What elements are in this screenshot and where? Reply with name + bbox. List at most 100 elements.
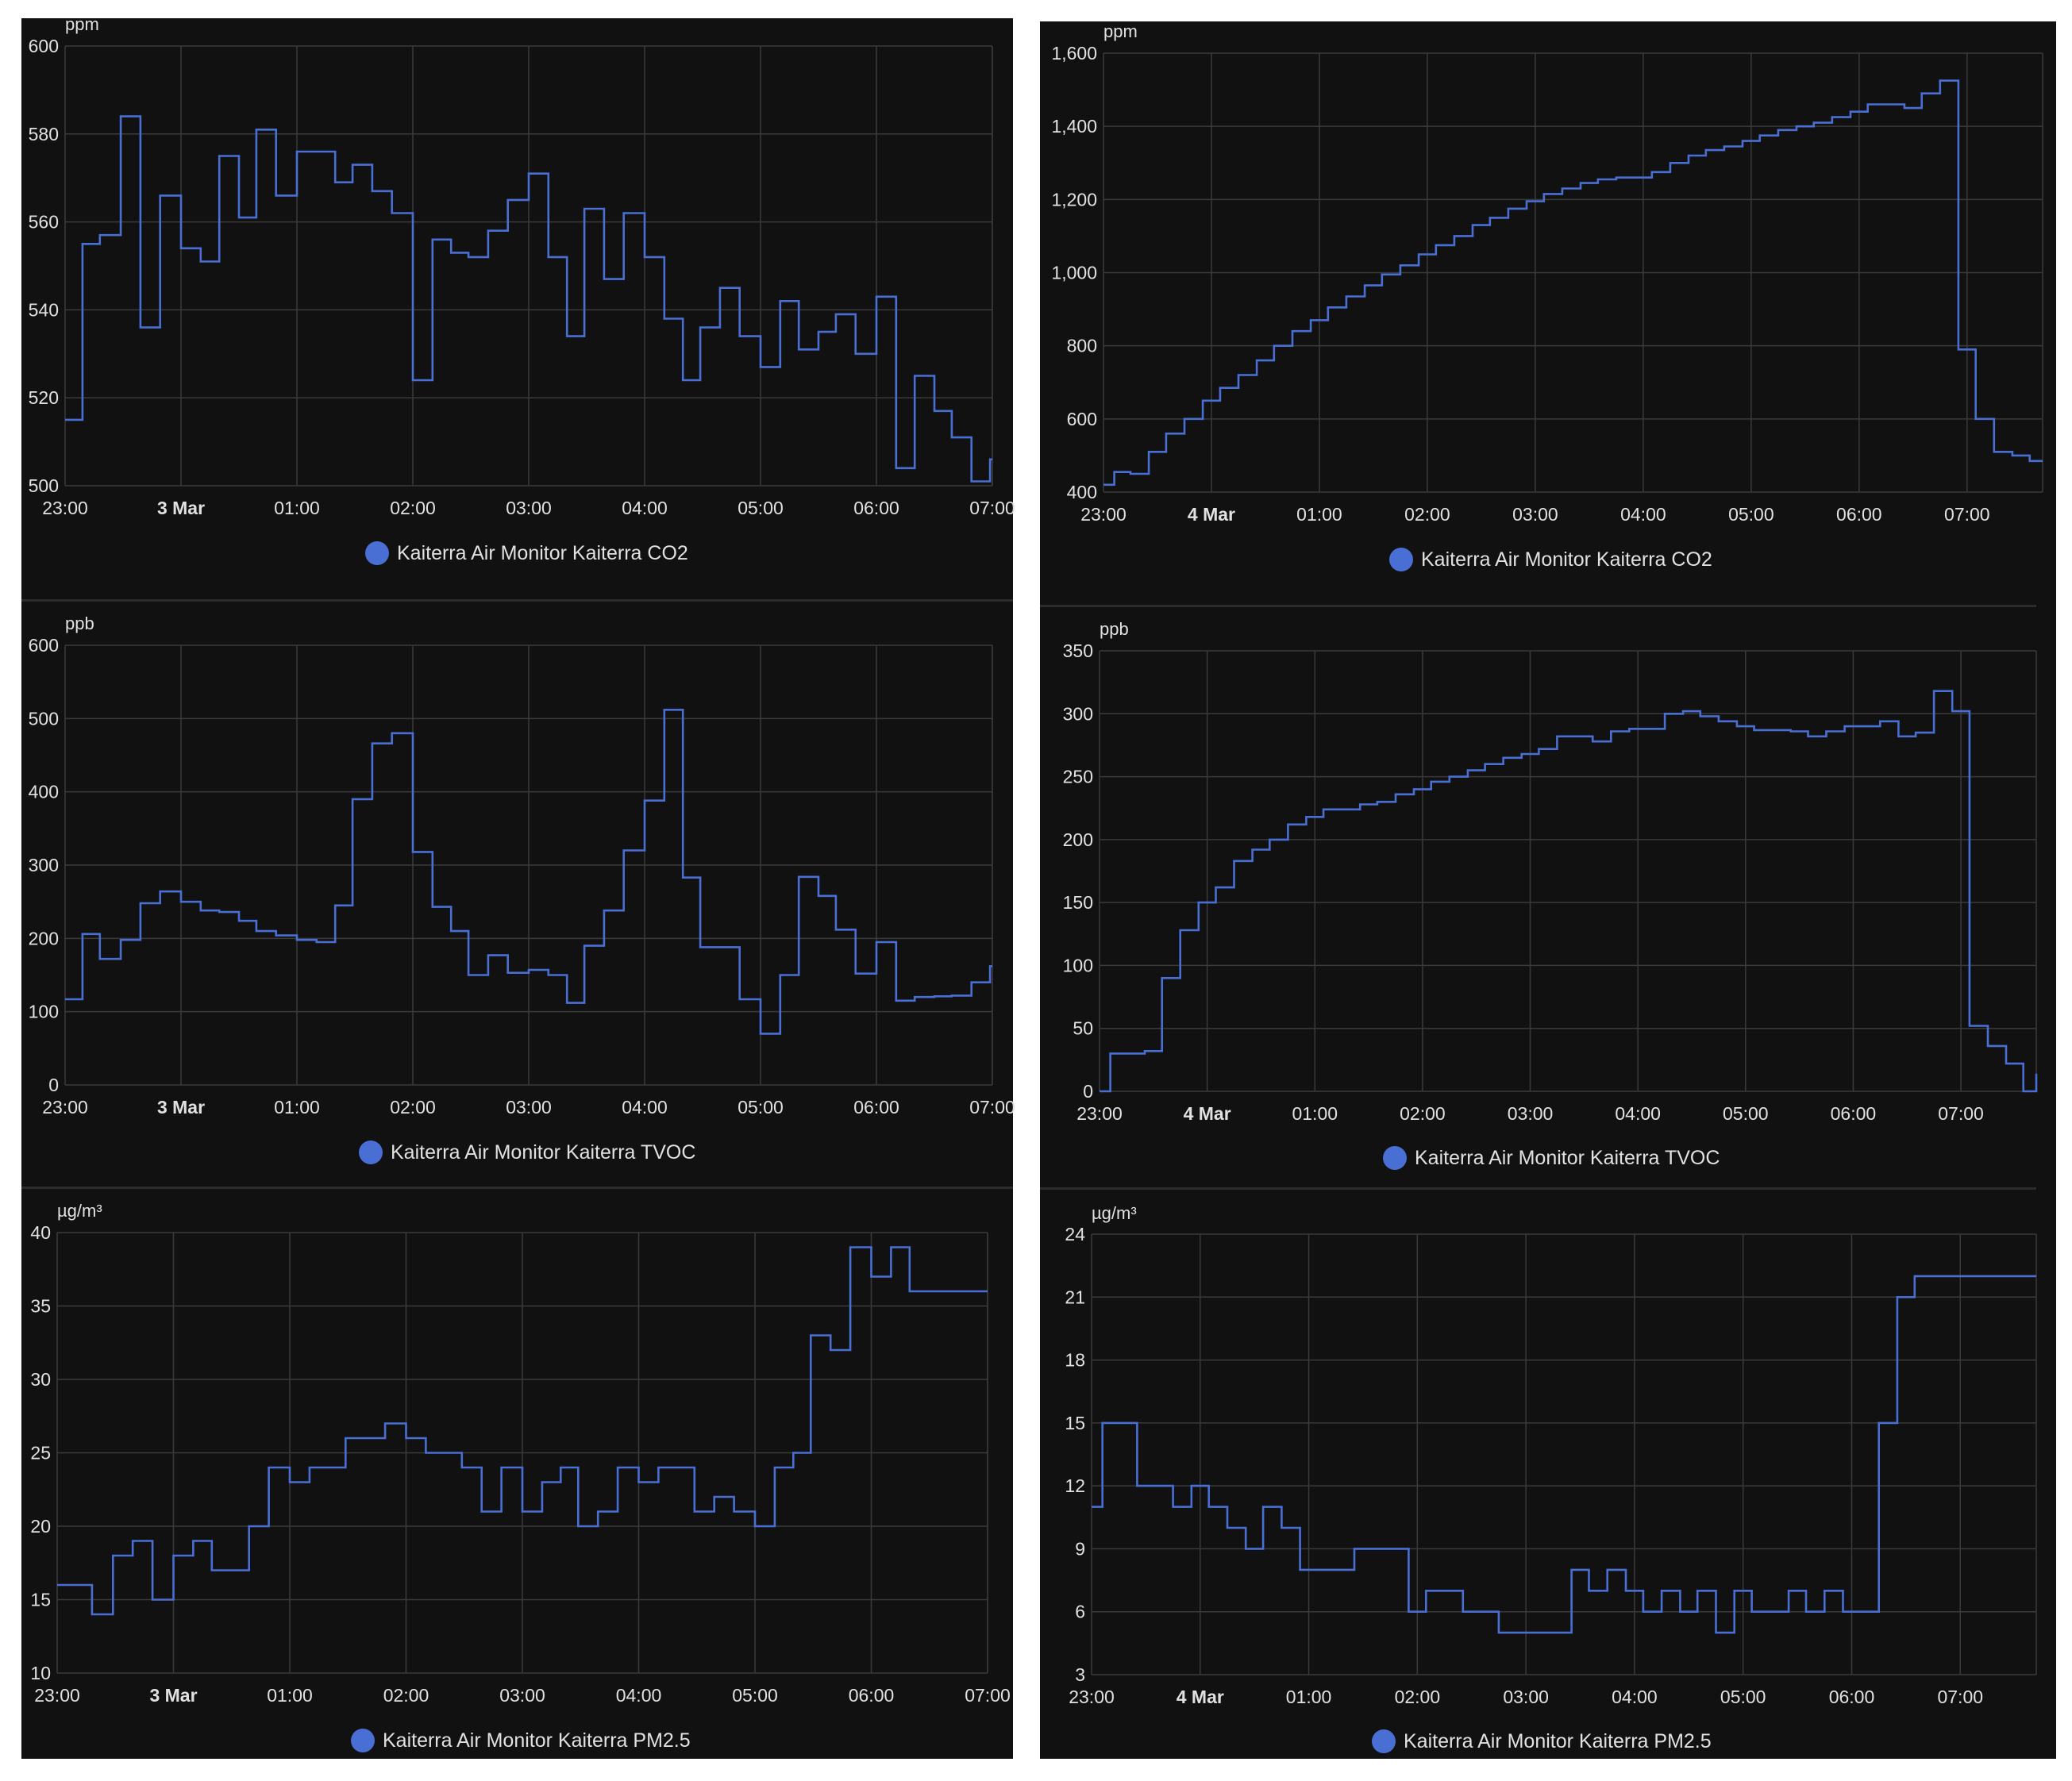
right-co2-y-tick-label: 400 <box>1067 482 1097 502</box>
left-co2-x-tick-label: 04:00 <box>622 498 668 518</box>
right-pm25-x-tick-label: 4 Mar <box>1177 1687 1224 1707</box>
left-co2-x-tick-label: 03:00 <box>506 498 552 518</box>
right-tvoc-x-tick-label: 07:00 <box>1938 1103 1984 1124</box>
left-tvoc-chart: 0 100 200 300 400 500 600 23:00 3 Mar 01:00 02:00 0… <box>29 614 1015 1117</box>
right-tvoc-x-tick-label: 06:00 <box>1831 1103 1877 1124</box>
right-co2-y-tick-label: 1,000 <box>1051 263 1097 283</box>
left-co2-x-tick-label: 3 Mar <box>157 498 205 518</box>
left-pm25-y-tick-label: 20 <box>30 1516 51 1537</box>
right-tvoc-y-tick-label: 50 <box>1073 1018 1093 1039</box>
left-co2-x-tick-label: 05:00 <box>738 498 784 518</box>
left-tvoc-x-tick-label: 06:00 <box>853 1097 899 1117</box>
left-tvoc-y-tick-label: 300 <box>29 855 59 875</box>
left-pm25-x-tick-label: 23:00 <box>34 1685 80 1706</box>
right-pm25-x-tick-label: 03:00 <box>1503 1687 1549 1707</box>
right-pm25-y-tick-label: 6 <box>1075 1602 1085 1622</box>
left-co2-x-tick-label: 23:00 <box>42 498 88 518</box>
right-co2-x-tick-label: 04:00 <box>1620 504 1666 525</box>
legend-dot-icon <box>1383 1146 1407 1170</box>
right-tvoc-x-tick-label: 01:00 <box>1292 1103 1338 1124</box>
right-divider-2 <box>1040 1187 2036 1190</box>
right-co2-x-tick-label: 06:00 <box>1836 504 1882 525</box>
right-co2-chart: 400 600 800 1,000 1,200 1,400 1,600 23:00 4 Mar 0… <box>1051 21 2043 525</box>
left-co2-x-tick-label: 07:00 <box>969 498 1015 518</box>
left-divider-1 <box>21 599 1013 602</box>
right-pm25-y-tick-label: 18 <box>1065 1350 1085 1371</box>
legend-dot-icon <box>359 1141 383 1164</box>
legend-label: Kaiterra Air Monitor Kaiterra PM2.5 <box>383 1729 691 1752</box>
right-co2-x-tick-label: 02:00 <box>1404 504 1450 525</box>
left-pm25-x-tick-label: 02:00 <box>383 1685 429 1706</box>
left-co2-x-tick-label: 01:00 <box>274 498 320 518</box>
left-co2-unit-label: ppm <box>65 14 99 34</box>
left-charts-card <box>21 18 1013 1759</box>
left-tvoc-x-tick-label: 04:00 <box>622 1097 668 1117</box>
right-tvoc-legend-item[interactable]: Kaiterra Air Monitor Kaiterra TVOC <box>1383 1146 1720 1170</box>
left-co2-y-tick-label: 540 <box>29 299 59 320</box>
left-tvoc-y-tick-label: 600 <box>29 635 59 656</box>
right-tvoc-y-tick-label: 250 <box>1063 767 1093 787</box>
left-tvoc-series-line <box>65 709 992 1035</box>
legend-label: Kaiterra Air Monitor Kaiterra TVOC <box>1415 1146 1720 1169</box>
left-co2-y-tick-label: 600 <box>29 36 59 56</box>
right-tvoc-chart: 0 50 100 150 200 250 300 350 23:00 4 Mar 01:00 02:0… <box>1063 619 2038 1124</box>
left-pm25-legend-item[interactable]: Kaiterra Air Monitor Kaiterra PM2.5 <box>351 1729 691 1752</box>
left-co2-x-tick-label: 06:00 <box>853 498 899 518</box>
left-co2-chart: 500 520 540 560 580 600 23:00 3 Mar 01:00 02:00 03… <box>29 14 1015 518</box>
left-pm25-x-tick-label: 3 Mar <box>149 1685 197 1706</box>
left-divider-2 <box>21 1187 1013 1189</box>
right-divider-1 <box>1040 605 2036 607</box>
right-co2-y-tick-label: 1,200 <box>1051 189 1097 210</box>
right-tvoc-y-tick-label: 100 <box>1063 955 1093 975</box>
right-pm25-x-tick-label: 06:00 <box>1829 1687 1875 1707</box>
right-tvoc-x-tick-label: 04:00 <box>1615 1103 1661 1124</box>
left-pm25-y-tick-label: 40 <box>30 1222 51 1243</box>
right-pm25-x-tick-label: 02:00 <box>1395 1687 1441 1707</box>
right-pm25-y-tick-label: 15 <box>1065 1413 1085 1433</box>
legend-dot-icon <box>365 541 389 565</box>
left-tvoc-x-tick-label: 05:00 <box>738 1097 784 1117</box>
right-co2-legend-item[interactable]: Kaiterra Air Monitor Kaiterra CO2 <box>1389 548 1712 571</box>
left-tvoc-x-tick-label: 3 Mar <box>157 1097 205 1117</box>
left-tvoc-x-tick-label: 03:00 <box>506 1097 552 1117</box>
left-pm25-x-tick-label: 01:00 <box>267 1685 313 1706</box>
left-co2-y-tick-label: 580 <box>29 124 59 144</box>
left-tvoc-unit-label: ppb <box>65 614 94 633</box>
right-co2-y-tick-label: 1,400 <box>1051 116 1097 137</box>
right-tvoc-y-tick-label: 0 <box>1083 1081 1093 1102</box>
left-pm25-series-line <box>57 1246 988 1616</box>
right-co2-x-tick-label: 4 Mar <box>1188 504 1235 525</box>
left-tvoc-y-tick-label: 100 <box>29 1002 59 1022</box>
left-pm25-x-tick-label: 06:00 <box>849 1685 895 1706</box>
left-co2-series-line <box>65 115 992 483</box>
left-tvoc-x-tick-label: 01:00 <box>274 1097 320 1117</box>
left-pm25-y-tick-label: 15 <box>30 1590 51 1610</box>
right-pm25-y-tick-label: 24 <box>1065 1224 1085 1244</box>
left-pm25-chart: 10 15 20 25 30 35 40 23:00 3 Mar 01:00 02:00 03:00 0… <box>30 1201 1010 1706</box>
left-co2-legend-item[interactable]: Kaiterra Air Monitor Kaiterra CO2 <box>365 541 688 565</box>
right-tvoc-x-tick-label: 02:00 <box>1400 1103 1446 1124</box>
left-tvoc-legend-item[interactable]: Kaiterra Air Monitor Kaiterra TVOC <box>359 1141 695 1164</box>
right-pm25-x-tick-label: 05:00 <box>1720 1687 1766 1707</box>
legend-dot-icon <box>351 1729 375 1752</box>
left-tvoc-x-tick-label: 23:00 <box>42 1097 88 1117</box>
left-pm25-x-tick-label: 03:00 <box>499 1685 545 1706</box>
right-co2-x-tick-label: 03:00 <box>1512 504 1558 525</box>
right-co2-series-line <box>1103 79 2043 487</box>
right-co2-x-tick-label: 05:00 <box>1728 504 1774 525</box>
right-tvoc-x-tick-label: 4 Mar <box>1184 1103 1231 1124</box>
right-co2-unit-label: ppm <box>1103 21 1138 41</box>
right-tvoc-y-tick-label: 200 <box>1063 829 1093 850</box>
right-pm25-legend-item[interactable]: Kaiterra Air Monitor Kaiterra PM2.5 <box>1372 1729 1712 1753</box>
right-pm25-y-tick-label: 12 <box>1065 1475 1085 1496</box>
left-pm25-x-tick-label: 05:00 <box>732 1685 778 1706</box>
left-pm25-y-tick-label: 30 <box>30 1369 51 1390</box>
legend-label: Kaiterra Air Monitor Kaiterra CO2 <box>1421 548 1712 571</box>
left-pm25-x-tick-label: 04:00 <box>616 1685 662 1706</box>
right-co2-y-tick-label: 800 <box>1067 336 1097 356</box>
left-tvoc-y-tick-label: 500 <box>29 708 59 729</box>
right-pm25-chart: 3 6 9 12 15 18 21 24 23:00 4 Mar 01:00 02:00 03:00 04… <box>1065 1203 2037 1707</box>
left-co2-y-tick-label: 520 <box>29 387 59 408</box>
right-tvoc-series-line <box>1100 690 2038 1093</box>
left-pm25-y-tick-label: 10 <box>30 1663 51 1683</box>
